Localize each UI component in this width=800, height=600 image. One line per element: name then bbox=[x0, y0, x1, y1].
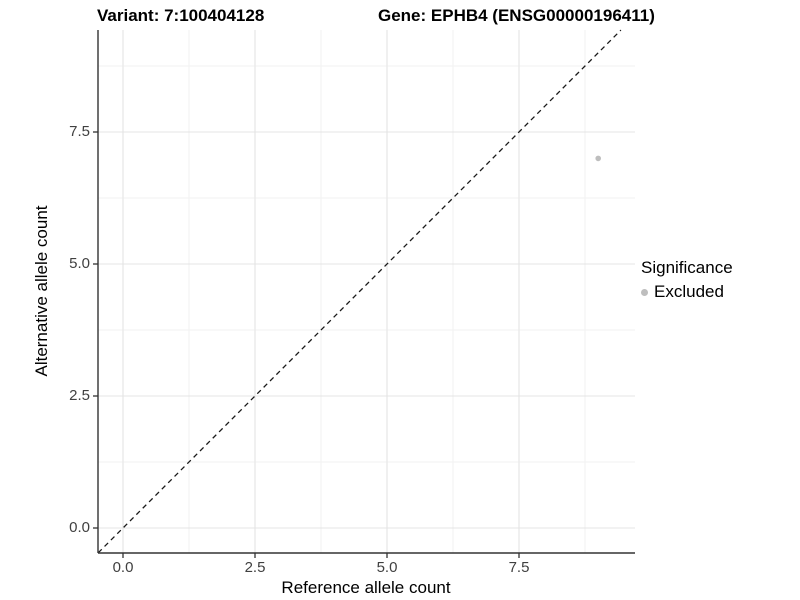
gene-title: Gene: EPHB4 (ENSG00000196411) bbox=[378, 6, 655, 25]
y-tick-label: 7.5 bbox=[69, 123, 90, 140]
legend-item-label: Excluded bbox=[654, 282, 724, 301]
x-tick-label: 0.0 bbox=[112, 559, 134, 576]
data-point bbox=[595, 155, 601, 162]
legend-item-excluded: Excluded bbox=[641, 282, 733, 302]
identity-reference-line bbox=[97, 29, 622, 554]
y-axis-title: Alternative allele count bbox=[32, 205, 51, 377]
x-tick-label: 5.0 bbox=[376, 559, 398, 576]
legend-title: Significance bbox=[641, 258, 733, 277]
variant-title: Variant: 7:100404128 bbox=[97, 6, 265, 25]
y-tick-label: 5.0 bbox=[69, 255, 90, 272]
x-axis-title: Reference allele count bbox=[281, 578, 451, 597]
x-tick-label: 2.5 bbox=[244, 559, 266, 576]
y-tick-label: 0.0 bbox=[69, 519, 90, 536]
legend-key-dot bbox=[641, 288, 648, 296]
y-tick-label: 2.5 bbox=[69, 387, 90, 404]
legend: Significance Excluded bbox=[641, 258, 733, 302]
x-tick-label: 7.5 bbox=[508, 559, 530, 576]
